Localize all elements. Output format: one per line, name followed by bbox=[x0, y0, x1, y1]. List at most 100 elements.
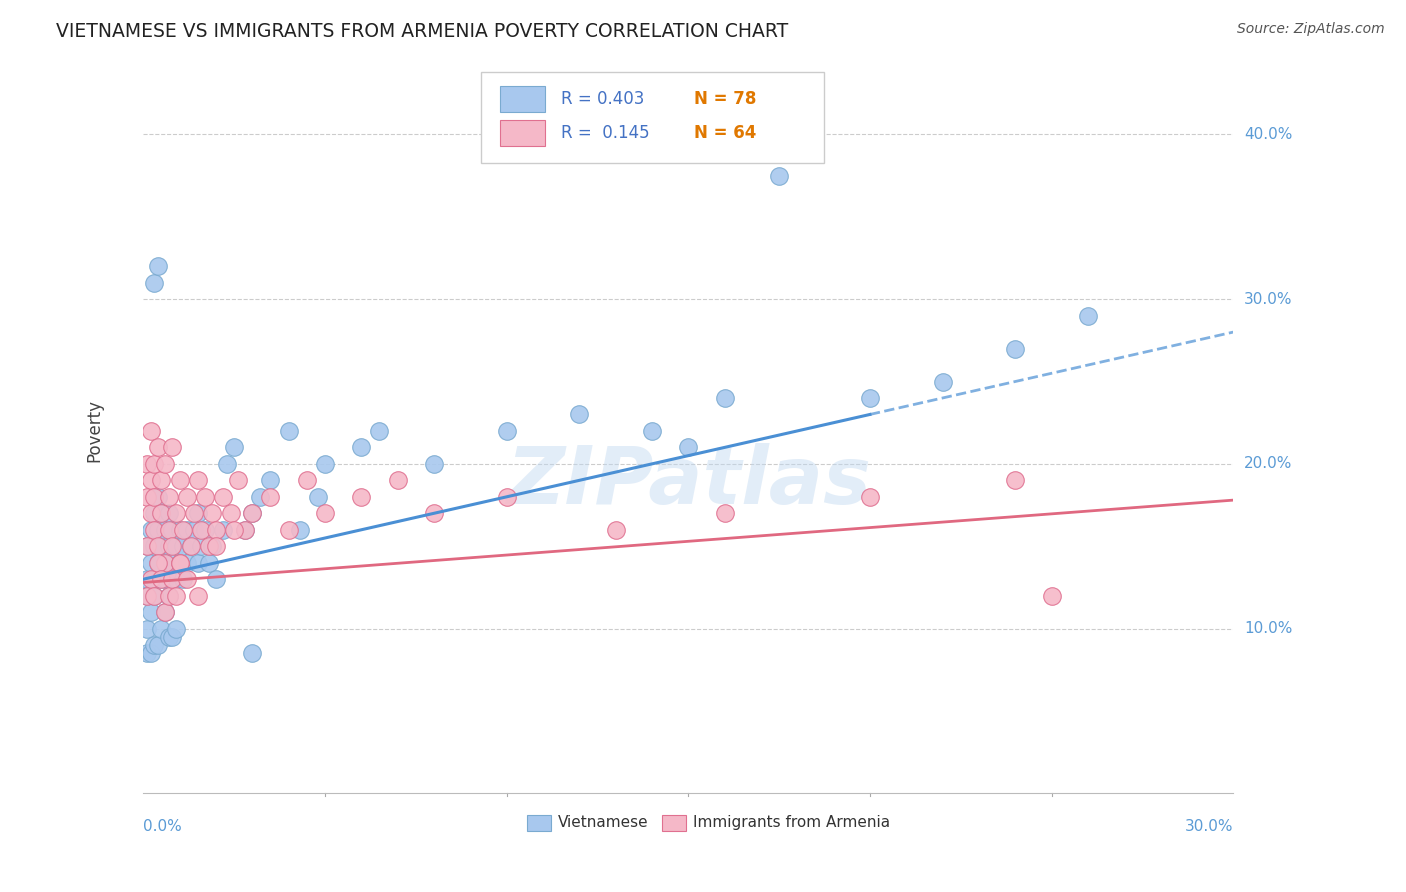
Point bbox=[295, 474, 318, 488]
Point bbox=[165, 589, 187, 603]
Point bbox=[568, 408, 591, 422]
Point bbox=[162, 441, 184, 455]
Point bbox=[176, 556, 198, 570]
Point bbox=[146, 556, 169, 570]
Point bbox=[713, 506, 735, 520]
Point bbox=[183, 506, 205, 520]
Point bbox=[931, 375, 953, 389]
Point bbox=[136, 539, 159, 553]
Point bbox=[307, 490, 329, 504]
Point bbox=[233, 523, 256, 537]
Point bbox=[150, 622, 173, 636]
Text: Poverty: Poverty bbox=[86, 400, 103, 462]
Point bbox=[423, 457, 446, 471]
Point bbox=[180, 539, 202, 553]
Point bbox=[143, 638, 166, 652]
Point bbox=[187, 556, 209, 570]
Point bbox=[143, 457, 166, 471]
Point bbox=[139, 424, 162, 438]
Point bbox=[162, 572, 184, 586]
Point bbox=[194, 490, 217, 504]
Point bbox=[146, 523, 169, 537]
Point bbox=[859, 490, 882, 504]
Point bbox=[187, 474, 209, 488]
Point bbox=[423, 506, 446, 520]
Point bbox=[139, 556, 162, 570]
Point bbox=[350, 441, 373, 455]
Point bbox=[172, 572, 194, 586]
Point bbox=[259, 490, 281, 504]
Point bbox=[162, 523, 184, 537]
Point bbox=[150, 506, 173, 520]
Point bbox=[259, 474, 281, 488]
Point bbox=[187, 506, 209, 520]
Point bbox=[146, 490, 169, 504]
Point bbox=[1040, 589, 1063, 603]
Point bbox=[215, 457, 238, 471]
Point bbox=[205, 572, 228, 586]
FancyBboxPatch shape bbox=[499, 120, 546, 146]
Point bbox=[157, 589, 180, 603]
Text: ZIPatlas: ZIPatlas bbox=[506, 442, 870, 521]
Point bbox=[1004, 342, 1026, 356]
Point bbox=[350, 490, 373, 504]
Point bbox=[277, 424, 299, 438]
Point bbox=[165, 506, 187, 520]
FancyBboxPatch shape bbox=[662, 815, 686, 831]
Point bbox=[165, 539, 187, 553]
Point bbox=[136, 589, 159, 603]
Point bbox=[314, 506, 336, 520]
Point bbox=[314, 457, 336, 471]
Point bbox=[136, 646, 159, 660]
Point bbox=[150, 474, 173, 488]
Text: 30.0%: 30.0% bbox=[1185, 819, 1233, 834]
Point bbox=[197, 556, 219, 570]
Text: 40.0%: 40.0% bbox=[1244, 127, 1292, 142]
Point bbox=[180, 539, 202, 553]
Point bbox=[153, 556, 176, 570]
Point bbox=[605, 523, 627, 537]
Point bbox=[136, 589, 159, 603]
Point bbox=[136, 490, 159, 504]
Text: N = 64: N = 64 bbox=[693, 124, 756, 142]
Point bbox=[136, 539, 159, 553]
Point bbox=[224, 523, 246, 537]
Point bbox=[240, 646, 263, 660]
Point bbox=[157, 589, 180, 603]
Text: R = 0.403: R = 0.403 bbox=[561, 90, 644, 108]
Point bbox=[153, 572, 176, 586]
Point bbox=[153, 556, 176, 570]
Point bbox=[205, 523, 228, 537]
Point bbox=[224, 441, 246, 455]
Point bbox=[169, 556, 191, 570]
Point bbox=[768, 169, 790, 183]
Point bbox=[169, 474, 191, 488]
Point bbox=[197, 539, 219, 553]
Point bbox=[172, 523, 194, 537]
Point bbox=[162, 539, 184, 553]
Point bbox=[190, 539, 212, 553]
Point bbox=[139, 572, 162, 586]
Point bbox=[143, 572, 166, 586]
Text: Immigrants from Armenia: Immigrants from Armenia bbox=[693, 815, 890, 830]
Point bbox=[240, 506, 263, 520]
Point bbox=[183, 523, 205, 537]
Point bbox=[157, 523, 180, 537]
Text: Vietnamese: Vietnamese bbox=[557, 815, 648, 830]
Point bbox=[176, 572, 198, 586]
Point bbox=[136, 457, 159, 471]
Point bbox=[219, 506, 242, 520]
Point bbox=[146, 441, 169, 455]
Point bbox=[205, 539, 228, 553]
Point bbox=[1077, 309, 1099, 323]
Point bbox=[157, 506, 180, 520]
Point bbox=[146, 556, 169, 570]
Point bbox=[143, 506, 166, 520]
Point bbox=[194, 523, 217, 537]
Point bbox=[153, 523, 176, 537]
Point bbox=[165, 572, 187, 586]
Point bbox=[678, 441, 700, 455]
Point bbox=[150, 572, 173, 586]
Point bbox=[172, 539, 194, 553]
Point bbox=[146, 638, 169, 652]
